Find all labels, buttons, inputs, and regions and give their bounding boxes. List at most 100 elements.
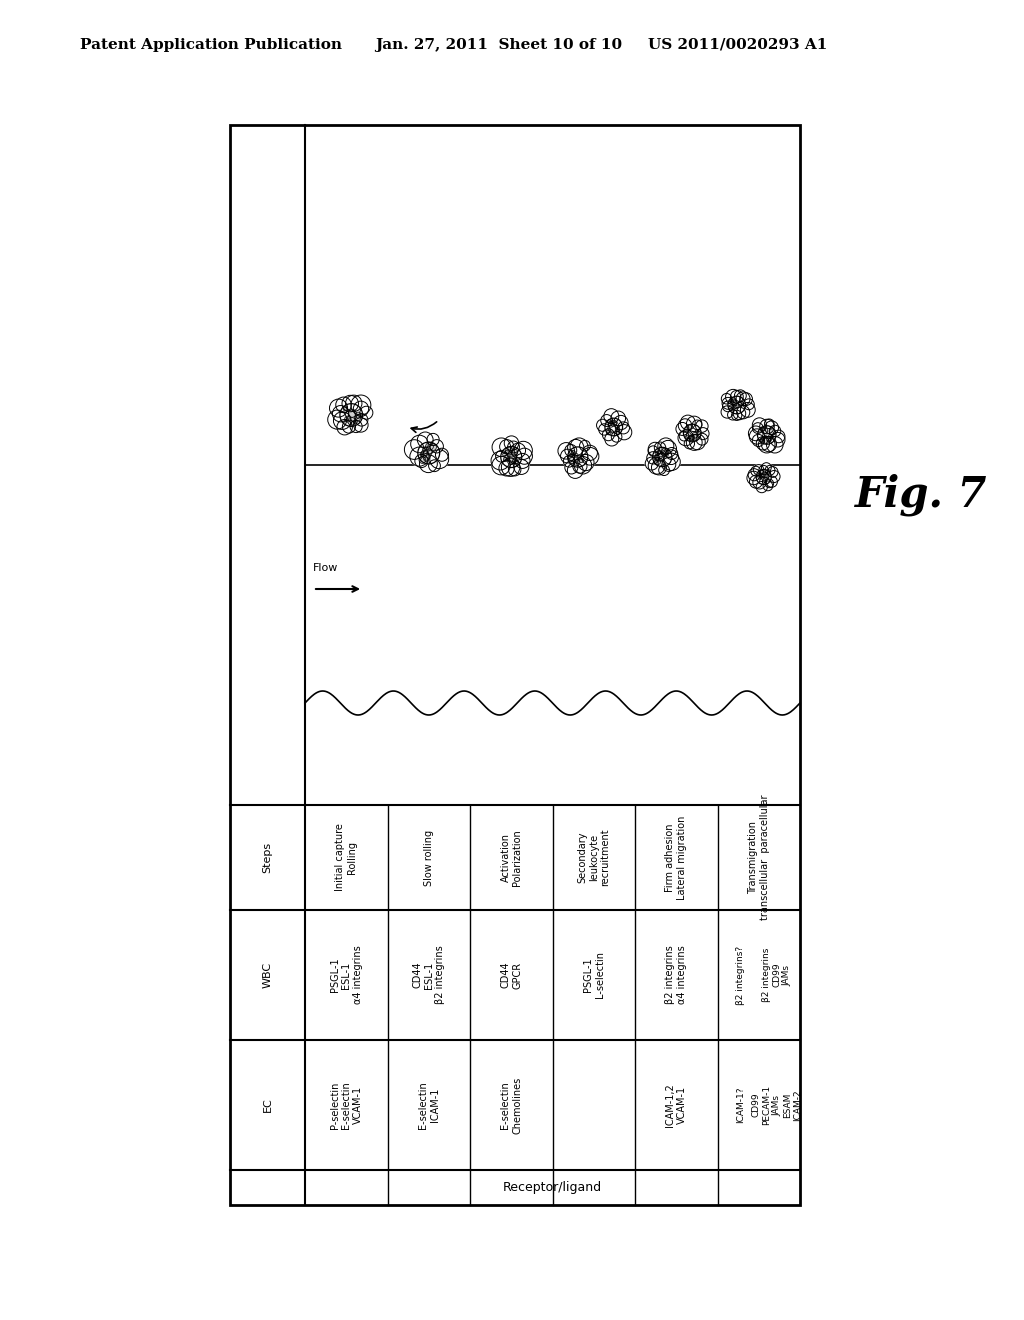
- Circle shape: [415, 454, 428, 467]
- Circle shape: [750, 429, 765, 444]
- Circle shape: [514, 441, 532, 459]
- Circle shape: [662, 449, 668, 454]
- Circle shape: [359, 407, 373, 420]
- Circle shape: [760, 420, 774, 434]
- Circle shape: [605, 432, 618, 446]
- Circle shape: [496, 450, 507, 462]
- Circle shape: [426, 442, 433, 450]
- Circle shape: [492, 451, 510, 470]
- Circle shape: [558, 442, 574, 459]
- Circle shape: [514, 461, 518, 465]
- Circle shape: [756, 470, 771, 484]
- Circle shape: [760, 438, 765, 444]
- Circle shape: [599, 424, 610, 436]
- Circle shape: [767, 437, 771, 442]
- Circle shape: [343, 407, 347, 411]
- Text: CD44
GPCR: CD44 GPCR: [501, 961, 522, 989]
- Circle shape: [659, 441, 677, 457]
- Circle shape: [766, 477, 777, 487]
- Circle shape: [732, 405, 734, 408]
- Circle shape: [404, 440, 424, 459]
- Circle shape: [514, 459, 528, 474]
- Circle shape: [613, 416, 628, 430]
- Circle shape: [736, 392, 750, 405]
- Circle shape: [611, 411, 626, 426]
- Circle shape: [616, 425, 632, 440]
- Circle shape: [658, 457, 664, 462]
- Circle shape: [567, 447, 588, 467]
- Circle shape: [503, 453, 507, 457]
- Circle shape: [728, 396, 745, 414]
- Circle shape: [581, 455, 584, 458]
- Circle shape: [516, 449, 532, 465]
- Text: Steps: Steps: [262, 842, 272, 873]
- Circle shape: [738, 401, 743, 405]
- Circle shape: [743, 399, 755, 409]
- Circle shape: [504, 458, 508, 462]
- Circle shape: [749, 469, 760, 480]
- Circle shape: [652, 447, 672, 467]
- Circle shape: [762, 438, 764, 441]
- Circle shape: [695, 429, 699, 433]
- Text: EC: EC: [262, 1098, 272, 1113]
- Circle shape: [759, 473, 764, 478]
- Circle shape: [571, 450, 575, 454]
- Circle shape: [430, 440, 443, 453]
- Circle shape: [610, 420, 616, 426]
- Circle shape: [571, 454, 574, 458]
- Circle shape: [679, 432, 689, 441]
- Circle shape: [758, 426, 776, 445]
- Circle shape: [423, 446, 429, 453]
- Circle shape: [696, 433, 708, 445]
- Circle shape: [355, 413, 368, 426]
- Circle shape: [730, 391, 743, 403]
- Text: E-selectin
Chemolines: E-selectin Chemolines: [501, 1076, 522, 1134]
- Circle shape: [499, 461, 514, 477]
- Circle shape: [686, 436, 689, 438]
- Circle shape: [657, 438, 674, 454]
- Circle shape: [351, 395, 371, 414]
- Circle shape: [421, 453, 424, 457]
- Circle shape: [602, 429, 614, 441]
- Circle shape: [654, 442, 666, 454]
- Circle shape: [759, 437, 775, 453]
- Circle shape: [418, 442, 439, 463]
- Circle shape: [567, 462, 583, 478]
- Circle shape: [608, 422, 613, 428]
- Circle shape: [753, 422, 763, 433]
- Circle shape: [765, 466, 775, 475]
- Text: Activation
Polarization: Activation Polarization: [501, 829, 522, 886]
- Text: Patent Application Publication: Patent Application Publication: [80, 38, 342, 51]
- Circle shape: [738, 401, 742, 405]
- Circle shape: [353, 420, 357, 424]
- Circle shape: [733, 407, 745, 420]
- Circle shape: [568, 454, 574, 461]
- Circle shape: [764, 438, 769, 444]
- Circle shape: [684, 438, 694, 449]
- Circle shape: [731, 400, 737, 405]
- Text: β2 integrins
α4 integrins: β2 integrins α4 integrins: [666, 945, 687, 1005]
- Circle shape: [766, 470, 770, 474]
- Circle shape: [761, 437, 776, 451]
- Circle shape: [689, 434, 706, 450]
- Circle shape: [502, 458, 520, 477]
- Circle shape: [583, 445, 597, 461]
- Circle shape: [508, 441, 519, 453]
- Circle shape: [511, 444, 525, 458]
- Circle shape: [597, 420, 608, 432]
- Circle shape: [330, 399, 347, 417]
- Circle shape: [354, 414, 360, 421]
- Circle shape: [574, 457, 592, 474]
- Circle shape: [746, 471, 761, 484]
- Circle shape: [753, 434, 765, 446]
- Circle shape: [764, 475, 767, 478]
- Circle shape: [722, 397, 734, 409]
- Circle shape: [605, 418, 623, 436]
- Circle shape: [678, 430, 693, 446]
- Circle shape: [663, 453, 680, 470]
- Circle shape: [655, 451, 659, 455]
- Circle shape: [508, 458, 514, 465]
- Circle shape: [429, 459, 440, 471]
- Circle shape: [759, 466, 768, 475]
- Circle shape: [651, 459, 667, 475]
